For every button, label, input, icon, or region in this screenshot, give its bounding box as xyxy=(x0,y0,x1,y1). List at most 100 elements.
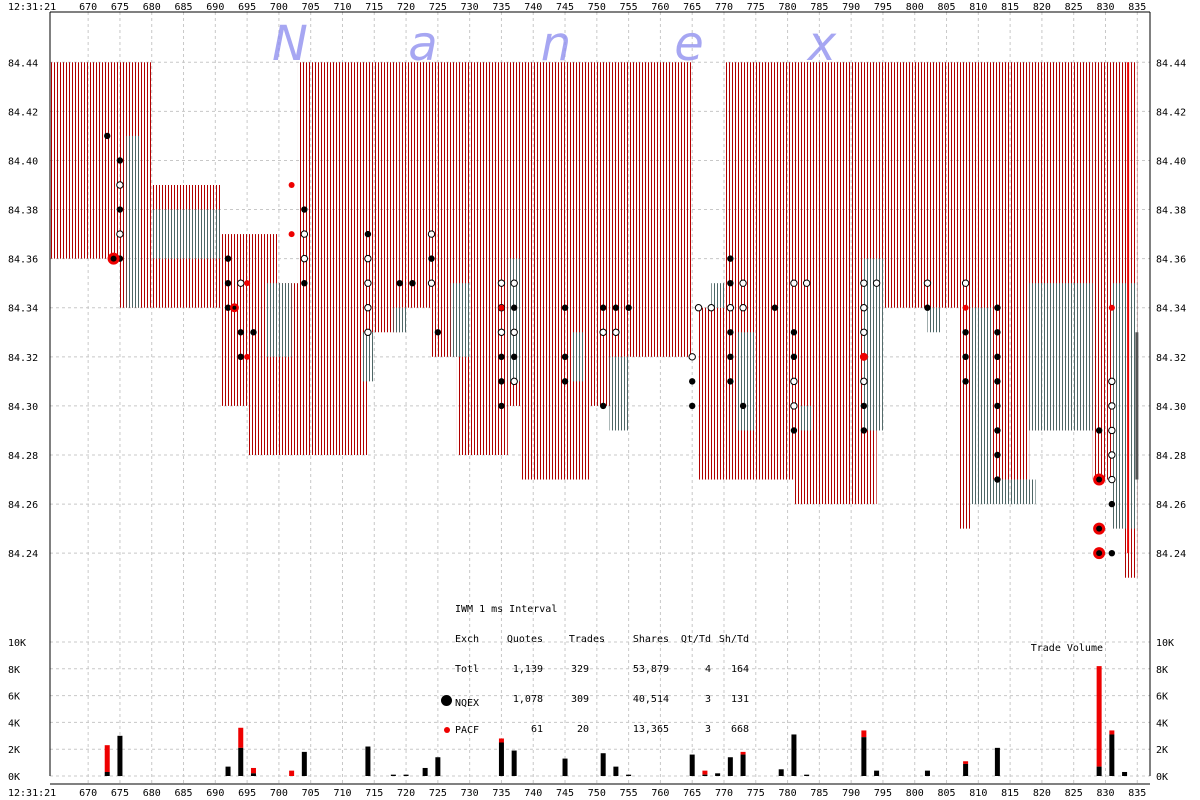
price-tick-right: 84.26 xyxy=(1156,500,1186,511)
white-trade xyxy=(860,328,868,336)
volume-bar-black xyxy=(390,774,396,776)
black-trade xyxy=(860,427,868,434)
x-tick-bottom: 755 xyxy=(620,788,638,799)
x-tick-top: 690 xyxy=(206,2,224,13)
volume-bar-black xyxy=(422,767,428,776)
red-trade xyxy=(244,280,251,287)
quote-band xyxy=(991,479,1036,505)
x-tick-bottom: 830 xyxy=(1096,788,1114,799)
red-trade-core xyxy=(110,255,117,262)
x-tick-top: 700 xyxy=(270,2,288,13)
white-trade xyxy=(116,181,124,189)
volume-bar-black xyxy=(104,771,110,776)
black-trade xyxy=(790,353,798,361)
price-tick-left: 84.42 xyxy=(8,107,38,118)
white-trade xyxy=(923,279,932,287)
price-tick-left: 84.44 xyxy=(8,58,38,69)
volume-bar-black xyxy=(924,770,930,776)
black-trade xyxy=(409,279,416,287)
time-label-bottom: 12:31:21 xyxy=(8,788,56,799)
volume-tick-left: 4K xyxy=(8,718,20,729)
white-trade xyxy=(790,279,798,287)
volume-bar-red xyxy=(702,770,708,775)
volume-bar-black xyxy=(727,757,733,776)
black-trade xyxy=(510,353,518,361)
row-quotes: 61 xyxy=(530,724,543,735)
price-tick-right: 84.40 xyxy=(1156,156,1186,167)
x-tick-top: 780 xyxy=(779,2,797,13)
row-trades: 329 xyxy=(570,664,589,675)
black-trade xyxy=(790,427,798,434)
x-tick-top: 755 xyxy=(620,2,638,13)
black-trade xyxy=(771,304,779,311)
black-trade xyxy=(994,451,1001,459)
volume-bar-black xyxy=(702,774,708,776)
black-trade xyxy=(301,279,308,287)
quote-band xyxy=(361,332,375,382)
black-trade xyxy=(727,279,734,287)
white-trade xyxy=(872,279,881,287)
header-trades: Trades xyxy=(568,634,605,645)
volume-bar-black xyxy=(600,753,606,776)
white-trade xyxy=(510,328,518,336)
black-trade xyxy=(301,206,308,213)
black-trade xyxy=(994,304,1001,311)
row-trades: 309 xyxy=(570,694,589,705)
black-trade xyxy=(116,206,124,213)
x-tick-bottom: 700 xyxy=(270,788,288,799)
black-trade xyxy=(625,304,632,311)
volume-bar-black xyxy=(403,774,409,776)
white-trade xyxy=(300,254,309,263)
x-tick-top: 720 xyxy=(397,2,415,13)
x-tick-top: 740 xyxy=(524,2,542,13)
volume-bar-red xyxy=(1096,666,1102,767)
x-tick-bottom: 685 xyxy=(174,788,192,799)
nbbo-band xyxy=(876,62,960,308)
row-exch: NQEX xyxy=(455,698,480,709)
summary-row-nqex: NQEX 1,078 309 40,514 3 131 xyxy=(441,694,749,709)
x-tick-bottom: 765 xyxy=(683,788,701,799)
summary-title-text: IWM 1 ms Interval xyxy=(455,604,558,615)
red-trade xyxy=(288,182,295,188)
x-tick-top: 760 xyxy=(651,2,669,13)
x-tick-bottom: 675 xyxy=(111,788,129,799)
x-tick-top: 805 xyxy=(938,2,956,13)
black-trade xyxy=(104,132,111,140)
nbbo-band xyxy=(959,62,972,529)
white-trade xyxy=(364,279,372,287)
x-tick-top: 685 xyxy=(174,2,192,13)
trade-markers xyxy=(104,132,1116,560)
x-tick-bottom: 775 xyxy=(747,788,765,799)
volume-bar-black xyxy=(1109,734,1115,776)
x-tick-bottom: 735 xyxy=(492,788,510,799)
quote-band xyxy=(1111,283,1138,529)
x-tick-top: 835 xyxy=(1128,2,1146,13)
white-trade xyxy=(364,304,372,312)
axes: 670 670 675 675 680 680 685 685 690 690 695 695 700 7… xyxy=(8,2,1186,799)
x-tick-top: 810 xyxy=(969,2,987,13)
red-trade-core xyxy=(232,305,237,310)
volume-tick-left: 2K xyxy=(8,745,20,756)
black-trade xyxy=(561,378,569,385)
x-tick-top: 795 xyxy=(874,2,892,13)
white-trade xyxy=(1108,402,1116,410)
red-trade xyxy=(244,353,251,360)
price-tick-left: 84.36 xyxy=(8,255,38,266)
summary-header-row: Exch Quotes Trades Shares Qt/Td Sh/Td xyxy=(455,635,749,645)
header-qttd: Qt/Td xyxy=(680,634,711,645)
white-trade xyxy=(739,279,747,287)
x-tick-bottom: 825 xyxy=(1065,788,1083,799)
black-trade xyxy=(224,279,232,287)
red-spike xyxy=(1127,62,1130,554)
white-trade xyxy=(510,279,518,287)
price-tick-right: 84.28 xyxy=(1156,451,1186,462)
x-tick-bottom: 815 xyxy=(1001,788,1019,799)
gray-spike xyxy=(1135,332,1139,480)
price-tick-left: 84.30 xyxy=(8,402,38,413)
black-trade xyxy=(561,304,569,311)
white-trade xyxy=(497,328,506,336)
price-tick-right: 84.36 xyxy=(1156,255,1186,266)
black-trade xyxy=(924,304,931,311)
nbbo-band xyxy=(399,62,432,308)
price-tick-right: 84.38 xyxy=(1156,206,1186,217)
